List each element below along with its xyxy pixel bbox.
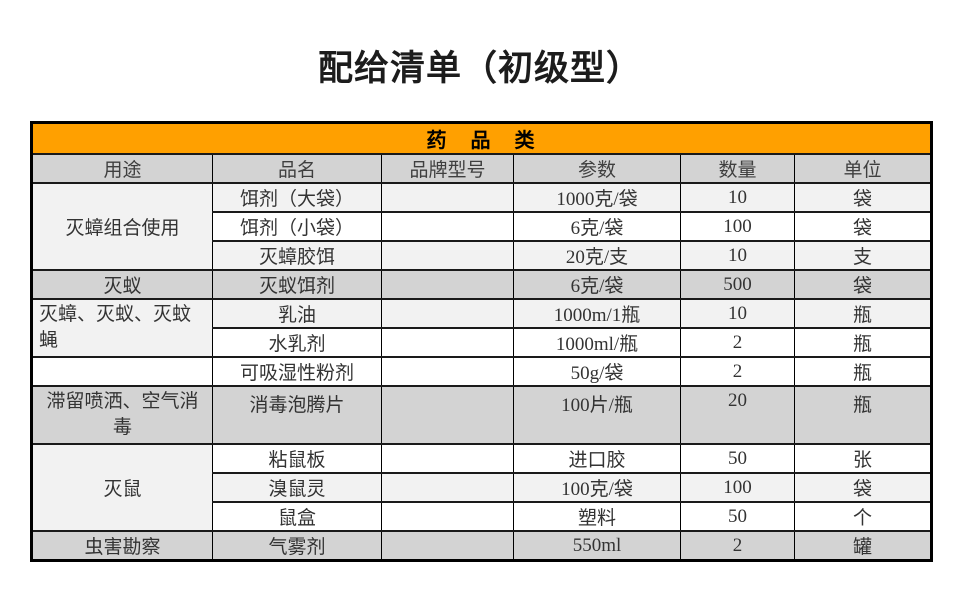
param-cell: 1000ml/瓶 xyxy=(513,327,681,358)
product-name-cell: 灭蚁饵剂 xyxy=(212,269,382,300)
product-name-cell: 粘鼠板 xyxy=(212,443,382,474)
quantity-cell: 100 xyxy=(680,472,795,503)
product-name-cell: 气雾剂 xyxy=(212,530,382,562)
param-cell: 100片/瓶 xyxy=(513,385,681,445)
brand-model-cell xyxy=(381,327,514,358)
col-header-use: 用途 xyxy=(31,153,213,184)
col-header-unit: 单位 xyxy=(793,153,933,184)
param-cell: 1000m/1瓶 xyxy=(513,298,681,329)
param-cell: 20克/支 xyxy=(513,240,681,271)
use-cell xyxy=(31,356,213,387)
brand-model-cell xyxy=(381,472,514,503)
brand-model-cell xyxy=(381,211,514,242)
table-row: 虫害勘察 气雾剂 550ml 2 罐 xyxy=(31,530,933,562)
table-row: 灭鼠 粘鼠板 进口胶 50 张 xyxy=(31,443,933,532)
use-cell: 灭蚁 xyxy=(31,269,213,300)
brand-model-cell xyxy=(381,443,514,474)
brand-model-cell xyxy=(381,356,514,387)
table-row: 灭蚁 灭蚁饵剂 6克/袋 500 袋 xyxy=(31,269,933,300)
use-cell: 灭蟑组合使用 xyxy=(31,182,213,271)
unit-cell: 袋 xyxy=(793,182,933,213)
table-row: 灭蟑组合使用 饵剂（大袋） 1000克/袋 10 袋 xyxy=(31,182,933,271)
quantity-cell: 10 xyxy=(680,182,795,213)
quantity-cell: 50 xyxy=(680,501,795,532)
quantity-cell: 2 xyxy=(680,356,795,387)
use-cell: 灭鼠 xyxy=(31,443,213,532)
quantity-cell: 50 xyxy=(680,443,795,474)
unit-cell: 袋 xyxy=(793,269,933,300)
col-header-product-name: 品名 xyxy=(212,153,382,184)
param-cell: 550ml xyxy=(513,530,681,562)
unit-cell: 罐 xyxy=(793,530,933,562)
unit-cell: 张 xyxy=(793,443,933,474)
param-cell: 进口胶 xyxy=(513,443,681,474)
unit-cell: 袋 xyxy=(793,211,933,242)
quantity-cell: 20 xyxy=(680,385,795,445)
table-row: 滞留喷洒、空气消 毒 消毒泡腾片 100片/瓶 20 瓶 xyxy=(31,385,933,445)
product-name-cell: 可吸湿性粉剂 xyxy=(212,356,382,387)
brand-model-cell xyxy=(381,298,514,329)
table-row: 可吸湿性粉剂 50g/袋 2 瓶 xyxy=(31,356,933,387)
brand-model-cell xyxy=(381,240,514,271)
param-cell: 6克/袋 xyxy=(513,269,681,300)
use-cell: 滞留喷洒、空气消 毒 xyxy=(31,385,213,445)
product-name-cell: 水乳剂 xyxy=(212,327,382,358)
brand-model-cell xyxy=(381,385,514,445)
supply-table: 药 品 类 用途 品名 品牌型号 参数 数量 单位 灭蟑组合使用 饵剂（大袋） … xyxy=(30,121,934,562)
product-name-cell: 溴鼠灵 xyxy=(212,472,382,503)
param-cell: 50g/袋 xyxy=(513,356,681,387)
table-row: 水乳剂 1000ml/瓶 2 瓶 xyxy=(32,327,933,358)
unit-cell: 袋 xyxy=(793,472,933,503)
product-name-cell: 饵剂（小袋） xyxy=(212,211,382,242)
product-name-cell: 饵剂（大袋） xyxy=(212,182,382,213)
unit-cell: 瓶 xyxy=(793,356,933,387)
quantity-cell: 2 xyxy=(680,530,795,562)
unit-cell: 支 xyxy=(793,240,933,271)
quantity-cell: 2 xyxy=(680,327,795,358)
brand-model-cell xyxy=(381,269,514,300)
table-row: 灭蟑、灭蚁、灭蚊 蝇 乳油 1000m/1瓶 10 瓶 xyxy=(31,298,933,358)
use-cell: 虫害勘察 xyxy=(31,530,213,562)
unit-cell: 瓶 xyxy=(793,298,933,329)
product-name-cell: 消毒泡腾片 xyxy=(212,385,382,445)
product-name-cell: 鼠盒 xyxy=(212,501,382,532)
quantity-cell: 100 xyxy=(680,211,795,242)
param-cell: 塑料 xyxy=(513,501,681,532)
table-row: 鼠盒 塑料 50 个 xyxy=(32,501,933,532)
table-row: 溴鼠灵 100克/袋 100 袋 xyxy=(32,472,933,503)
quantity-cell: 10 xyxy=(680,240,795,271)
param-cell: 1000克/袋 xyxy=(513,182,681,213)
page-title: 配给清单（初级型） xyxy=(317,49,642,88)
param-cell: 6克/袋 xyxy=(513,211,681,242)
table-row: 灭蟑胶饵 20克/支 10 支 xyxy=(32,240,933,271)
section-band-label: 药 品 类 xyxy=(30,121,933,155)
table-row: 饵剂（小袋） 6克/袋 100 袋 xyxy=(32,211,933,242)
unit-cell: 个 xyxy=(793,501,933,532)
col-header-quantity: 数量 xyxy=(680,153,795,184)
product-name-cell: 灭蟑胶饵 xyxy=(212,240,382,271)
quantity-cell: 500 xyxy=(680,269,795,300)
col-header-brand-model: 品牌型号 xyxy=(381,153,514,184)
col-header-param: 参数 xyxy=(513,153,681,184)
section-band-row: 药 品 类 xyxy=(30,121,933,155)
brand-model-cell xyxy=(381,182,514,213)
product-name-cell: 乳油 xyxy=(212,298,382,329)
unit-cell: 瓶 xyxy=(793,327,933,358)
column-header-row: 用途 品名 品牌型号 参数 数量 单位 xyxy=(31,153,933,184)
param-cell: 100克/袋 xyxy=(513,472,681,503)
unit-cell: 瓶 xyxy=(793,385,933,445)
use-cell: 灭蟑、灭蚁、灭蚊 蝇 xyxy=(31,298,213,358)
brand-model-cell xyxy=(381,501,514,532)
quantity-cell: 10 xyxy=(680,298,795,329)
brand-model-cell xyxy=(381,530,514,562)
